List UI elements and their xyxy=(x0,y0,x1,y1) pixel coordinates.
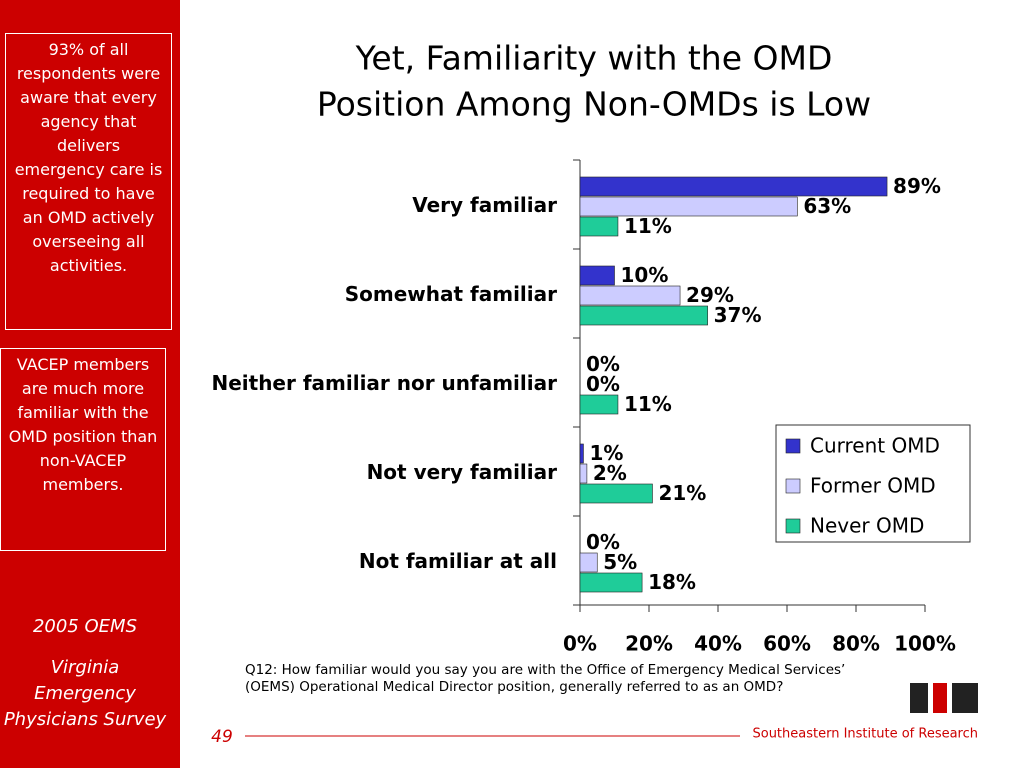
legend-label: Current OMD xyxy=(810,434,940,458)
value-label: 18% xyxy=(648,570,696,594)
value-label: 63% xyxy=(803,194,851,218)
x-tick-label: 40% xyxy=(694,632,742,656)
x-tick-label: 100% xyxy=(894,632,956,656)
title-line: Yet, Familiarity with the OMD xyxy=(355,39,833,78)
value-label: 0% xyxy=(586,372,620,396)
bar xyxy=(579,285,681,306)
value-label: 29% xyxy=(686,283,734,307)
value-label: 5% xyxy=(603,550,637,574)
legend-label: Former OMD xyxy=(810,474,936,498)
value-label: 37% xyxy=(714,303,762,327)
y-tick-label: Neither familiar nor unfamiliar xyxy=(211,371,557,395)
value-label: 0% xyxy=(586,530,620,554)
value-label: 1% xyxy=(589,441,623,465)
value-label: 0% xyxy=(586,352,620,376)
legend-swatch xyxy=(785,518,801,534)
bar xyxy=(579,265,615,286)
y-tick-label: Not very familiar xyxy=(367,460,558,484)
note-box: 93% of all respondents were aware that e… xyxy=(5,33,172,330)
x-tick-label: 60% xyxy=(763,632,811,656)
x-tick-label: 20% xyxy=(625,632,673,656)
legend-swatch xyxy=(785,438,801,454)
survey-name: Virginia Emergency Physicians Survey xyxy=(3,657,167,730)
value-label: 2% xyxy=(593,461,627,485)
legend xyxy=(775,424,971,543)
value-label: 10% xyxy=(621,263,669,287)
legend-swatch xyxy=(785,478,801,494)
survey-year: 2005 OEMS xyxy=(32,616,138,637)
bar xyxy=(579,572,643,593)
sidebar: 93% of all respondents were aware that e… xyxy=(0,0,180,768)
note: Q12: How familiar would you say you are … xyxy=(245,662,846,695)
bar xyxy=(579,483,653,504)
value-label: 21% xyxy=(658,481,706,505)
y-tick-label: Very familiar xyxy=(412,193,557,217)
value-label: 11% xyxy=(624,392,672,416)
x-tick-label: 0% xyxy=(563,632,597,656)
bar xyxy=(579,216,619,237)
y-tick-label: Not familiar at all xyxy=(359,549,557,573)
bar xyxy=(579,552,598,573)
note-box: VACEP members are much more familiar wit… xyxy=(0,348,166,551)
legend-label: Never OMD xyxy=(810,514,924,538)
title-line: Position Among Non-OMDs is Low xyxy=(317,85,871,124)
logo xyxy=(910,683,978,713)
bar xyxy=(579,394,619,415)
organization: Southeastern Institute of Research xyxy=(752,727,978,742)
bar xyxy=(579,305,708,326)
value-label: 89% xyxy=(893,174,941,198)
bar xyxy=(579,196,798,217)
bar xyxy=(579,176,888,197)
bar xyxy=(579,463,588,484)
note-text: Q12: How familiar would you say you are … xyxy=(245,662,846,695)
bar xyxy=(579,443,584,464)
x-tick-label: 80% xyxy=(832,632,880,656)
value-label: 11% xyxy=(624,214,672,238)
page-number: 49 xyxy=(211,727,233,747)
y-tick-label: Somewhat familiar xyxy=(345,282,557,306)
